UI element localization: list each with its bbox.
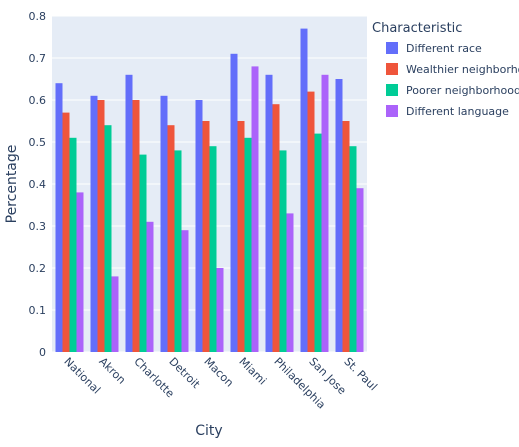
bar-group-akron xyxy=(90,95,119,353)
bar-poorer-neighborhood[interactable] xyxy=(279,150,287,352)
legend[interactable]: Characteristic Different race Wealthier n… xyxy=(372,21,519,118)
legend-label: Different language xyxy=(406,105,509,118)
bar-group-detroit xyxy=(160,95,189,353)
bar-wealthier-neighborhood[interactable] xyxy=(132,100,140,352)
bar-group-san-jose xyxy=(300,28,329,353)
legend-label: Poorer neighborhood xyxy=(406,84,519,97)
bar-group-macon xyxy=(195,100,224,352)
bar-different-race[interactable] xyxy=(265,74,273,353)
x-tick-label: National xyxy=(61,355,103,397)
bar-different-race[interactable] xyxy=(55,83,63,352)
legend-swatch xyxy=(386,42,398,54)
bar-wealthier-neighborhood[interactable] xyxy=(272,104,280,352)
bar-wealthier-neighborhood[interactable] xyxy=(307,91,315,352)
bar-different-language[interactable] xyxy=(76,192,84,352)
bar-wealthier-neighborhood[interactable] xyxy=(237,121,245,352)
bar-poorer-neighborhood[interactable] xyxy=(174,150,182,352)
bar-different-language[interactable] xyxy=(286,213,294,352)
x-axis-title: City xyxy=(195,423,222,439)
bar-different-language[interactable] xyxy=(111,276,119,352)
bar-different-language[interactable] xyxy=(181,230,189,352)
y-tick-label: 0.5 xyxy=(29,136,47,149)
bar-poorer-neighborhood[interactable] xyxy=(139,154,147,352)
bar-poorer-neighborhood[interactable] xyxy=(209,146,217,352)
bar-different-race[interactable] xyxy=(125,74,133,353)
y-tick-label: 0.3 xyxy=(29,220,47,233)
bar-different-race[interactable] xyxy=(195,100,203,352)
legend-title: Characteristic xyxy=(372,21,462,36)
y-tick-label: 0.2 xyxy=(29,262,47,275)
bar-poorer-neighborhood[interactable] xyxy=(314,133,322,352)
bar-different-language[interactable] xyxy=(321,74,329,353)
x-tick-label: Miami xyxy=(236,355,269,388)
legend-item[interactable]: Different language xyxy=(386,105,509,118)
legend-item[interactable]: Different race xyxy=(386,42,482,55)
bar-wealthier-neighborhood[interactable] xyxy=(342,121,350,352)
x-tick-label: Macon xyxy=(201,355,236,390)
legend-label: Wealthier neighborhood xyxy=(406,63,519,76)
bar-poorer-neighborhood[interactable] xyxy=(69,137,77,352)
x-tick-label: Akron xyxy=(96,355,128,387)
bar-different-race[interactable] xyxy=(160,95,168,353)
bar-poorer-neighborhood[interactable] xyxy=(349,146,357,352)
bar-different-race[interactable] xyxy=(300,28,308,352)
y-axis-title: Percentage xyxy=(4,145,20,224)
bar-different-language[interactable] xyxy=(356,188,364,352)
bar-group-st-paul xyxy=(335,79,364,352)
y-tick-label: 0.7 xyxy=(29,52,47,65)
y-tick-label: 0.6 xyxy=(29,94,47,107)
bar-different-language[interactable] xyxy=(146,221,154,352)
y-axis-ticks: 0 0.1 0.2 0.3 0.4 0.5 0.6 0.7 0.8 xyxy=(29,10,47,359)
legend-items[interactable]: Different race Wealthier neighborhood Poor… xyxy=(386,42,519,118)
bar-different-race[interactable] xyxy=(335,79,343,352)
legend-label: Different race xyxy=(406,42,482,55)
bar-group-national xyxy=(55,83,84,352)
legend-item[interactable]: Poorer neighborhood xyxy=(386,84,519,97)
legend-swatch xyxy=(386,84,398,96)
legend-swatch xyxy=(386,105,398,117)
bar-different-race[interactable] xyxy=(230,53,238,353)
bar-different-language[interactable] xyxy=(216,268,224,352)
bar-different-race[interactable] xyxy=(90,95,98,353)
y-tick-label: 0 xyxy=(39,346,46,359)
bar-wealthier-neighborhood[interactable] xyxy=(202,121,210,352)
bar-different-language[interactable] xyxy=(251,66,259,353)
y-tick-label: 0.1 xyxy=(29,304,47,317)
bar-group-philadelphia xyxy=(265,74,294,353)
y-tick-label: 0.8 xyxy=(29,10,47,23)
bar-wealthier-neighborhood[interactable] xyxy=(167,125,175,352)
bar-poorer-neighborhood[interactable] xyxy=(244,137,252,352)
legend-item[interactable]: Wealthier neighborhood xyxy=(386,63,519,76)
legend-swatch xyxy=(386,63,398,75)
bar-poorer-neighborhood[interactable] xyxy=(104,125,112,352)
bar-group-charlotte xyxy=(125,74,154,353)
bars-group xyxy=(55,28,364,353)
bar-wealthier-neighborhood[interactable] xyxy=(62,112,70,352)
bar-group-miami xyxy=(230,53,259,353)
bar-wealthier-neighborhood[interactable] xyxy=(97,100,105,352)
y-tick-label: 0.4 xyxy=(29,178,47,191)
